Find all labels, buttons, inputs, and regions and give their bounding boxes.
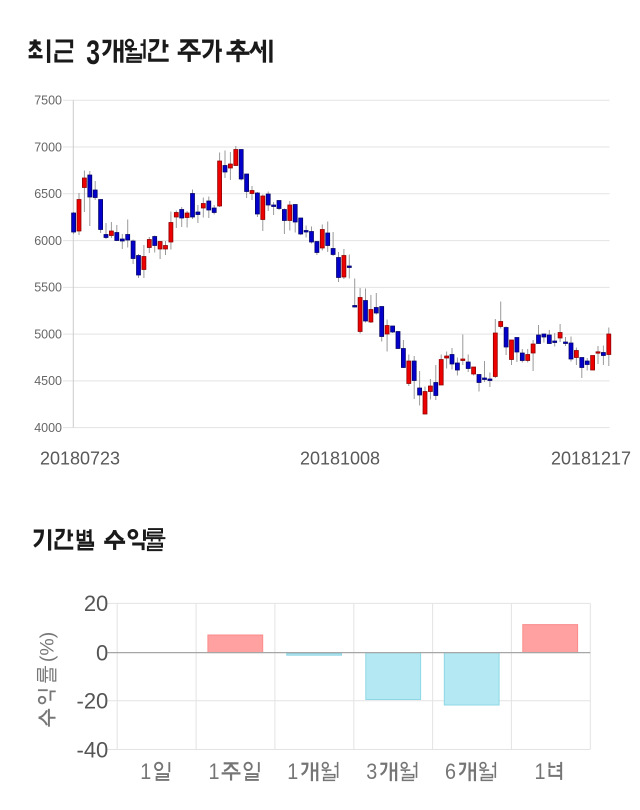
svg-text:3: 3 bbox=[366, 759, 377, 784]
svg-text:20181008: 20181008 bbox=[300, 448, 380, 468]
svg-text:0: 0 bbox=[96, 640, 108, 665]
svg-text:1: 1 bbox=[140, 759, 151, 784]
svg-text:6: 6 bbox=[445, 759, 456, 784]
svg-text:4000: 4000 bbox=[34, 421, 62, 435]
svg-text:3: 3 bbox=[86, 34, 100, 72]
svg-text:20: 20 bbox=[84, 591, 108, 616]
svg-text:1: 1 bbox=[209, 759, 220, 784]
svg-text:7500: 7500 bbox=[34, 94, 62, 108]
svg-text:4500: 4500 bbox=[34, 374, 62, 388]
svg-text:6000: 6000 bbox=[34, 234, 62, 248]
svg-text:-40: -40 bbox=[77, 737, 109, 762]
svg-text:20181217: 20181217 bbox=[551, 448, 631, 468]
svg-text:6500: 6500 bbox=[34, 187, 62, 201]
svg-text:7000: 7000 bbox=[34, 140, 62, 154]
svg-text:1: 1 bbox=[535, 759, 546, 784]
svg-text:20180723: 20180723 bbox=[40, 448, 120, 468]
svg-text:1: 1 bbox=[287, 759, 298, 784]
svg-text:-20: -20 bbox=[77, 689, 109, 714]
svg-text:(%): (%) bbox=[37, 632, 59, 662]
svg-text:5000: 5000 bbox=[34, 327, 62, 341]
svg-text:5500: 5500 bbox=[34, 281, 62, 295]
